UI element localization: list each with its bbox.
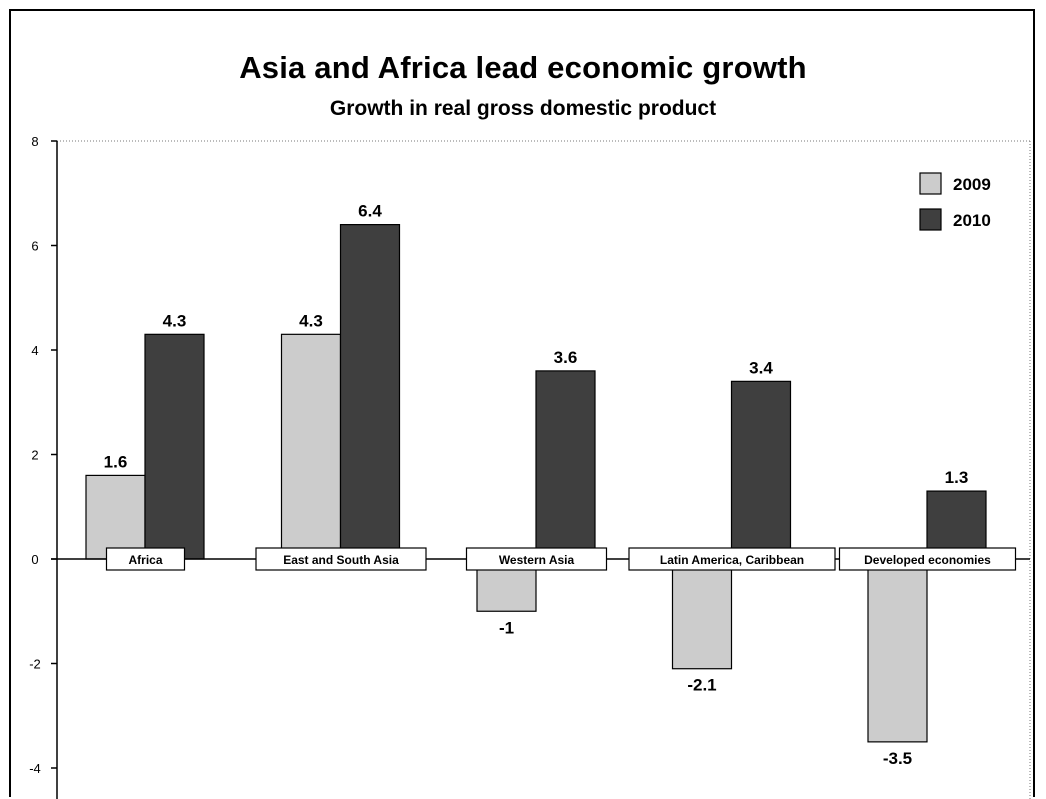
category-label-box xyxy=(465,547,608,571)
legend-swatch-2010 xyxy=(919,208,942,231)
bar-2009-1 xyxy=(280,333,342,560)
bar-2009-4 xyxy=(867,558,928,743)
data-label-2010-1: 6.4 xyxy=(358,202,382,221)
category-label-box xyxy=(628,547,836,571)
category-label: Africa xyxy=(128,553,162,567)
y-tick-label: 8 xyxy=(31,134,38,149)
category-label: Developed economies xyxy=(864,553,991,567)
data-label-2010-4: 1.3 xyxy=(945,468,969,487)
y-tick-label: -2 xyxy=(29,657,41,672)
category-label: East and South Asia xyxy=(283,553,399,567)
category-label-box xyxy=(255,547,427,571)
data-label-2009-2: -1 xyxy=(499,618,514,637)
bar-2009-3 xyxy=(671,558,733,670)
data-label-2010-3: 3.4 xyxy=(749,358,773,377)
category-label-box xyxy=(838,547,1017,571)
bar-2010-2 xyxy=(535,370,596,560)
data-label-2010-2: 3.6 xyxy=(554,348,578,367)
data-label-2009-3: -2.1 xyxy=(687,676,716,695)
y-tick-label: 0 xyxy=(31,552,38,567)
bar-2010-0 xyxy=(144,333,205,560)
y-tick-label: 6 xyxy=(31,239,38,254)
data-label-2009-4: -3.5 xyxy=(883,749,912,768)
chart-frame xyxy=(9,9,1035,797)
y-tick-label: 4 xyxy=(31,343,38,358)
legend-swatch-2009 xyxy=(919,172,942,195)
data-label-2010-0: 4.3 xyxy=(163,311,187,330)
bar-2010-3 xyxy=(730,380,792,560)
data-label-2009-0: 1.6 xyxy=(104,452,128,471)
data-label-2009-1: 4.3 xyxy=(299,311,323,330)
y-tick-label: -4 xyxy=(29,761,41,776)
legend-label-2009: 2009 xyxy=(953,175,991,194)
category-label: Latin America, Caribbean xyxy=(660,553,804,567)
category-label-box xyxy=(105,547,186,571)
bar-2010-1 xyxy=(339,224,401,560)
bar-2009-0 xyxy=(85,474,146,560)
category-label: Western Asia xyxy=(499,553,575,567)
chart-title: Asia and Africa lead economic growth xyxy=(239,50,807,85)
chart-subtitle: Growth in real gross domestic product xyxy=(329,97,717,120)
legend-label-2010: 2010 xyxy=(953,211,991,230)
y-tick-label: 2 xyxy=(31,448,38,463)
